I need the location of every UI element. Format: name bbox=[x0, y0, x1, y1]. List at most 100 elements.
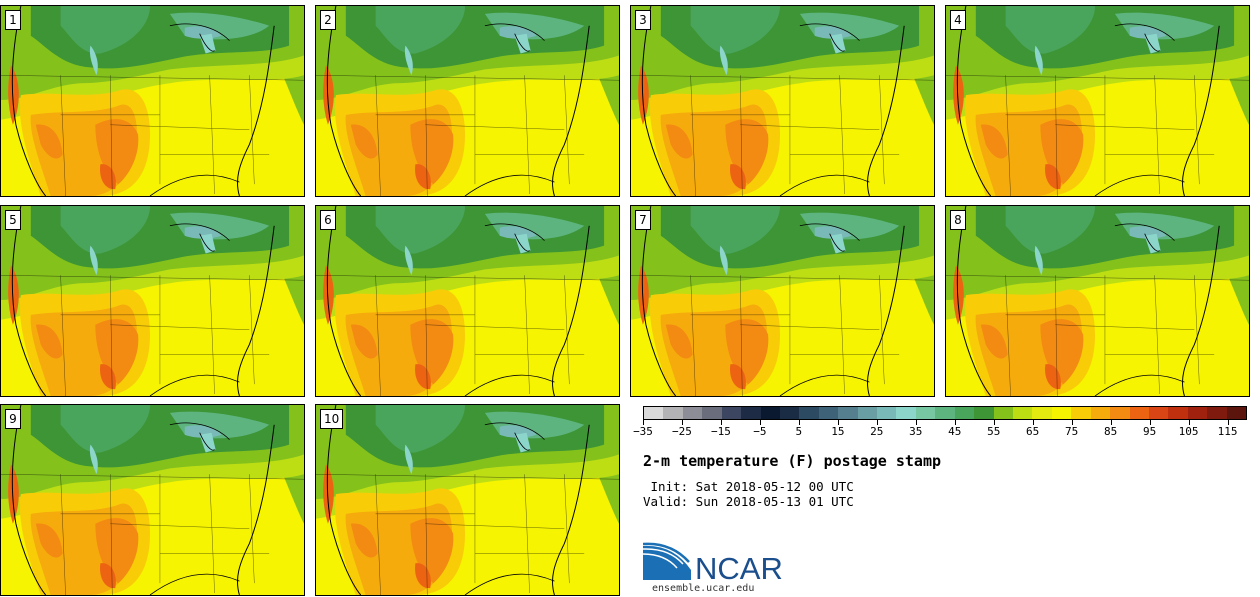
colorbar-tick-label: 5 bbox=[795, 425, 803, 438]
valid-time: Valid: Sun 2018-05-13 01 UTC bbox=[643, 494, 854, 509]
colorbar-segment bbox=[974, 407, 994, 419]
colorbar-segment bbox=[915, 407, 936, 419]
member-number-label: 3 bbox=[635, 10, 651, 30]
colorbar-tick bbox=[837, 420, 839, 425]
colorbar-segment bbox=[1013, 407, 1033, 419]
ncar-logo-text: NCAR bbox=[695, 551, 783, 582]
colorbar-tick-label: −5 bbox=[753, 425, 767, 438]
colorbar-segment bbox=[1090, 407, 1111, 419]
colorbar-tick bbox=[1227, 420, 1229, 425]
colorbar-segment bbox=[779, 407, 800, 419]
colorbar-tick bbox=[876, 420, 878, 425]
colorbar-segment bbox=[1226, 407, 1247, 419]
member-number-label: 6 bbox=[320, 210, 336, 230]
temperature-map-image bbox=[316, 6, 619, 196]
colorbar-segment bbox=[1051, 407, 1072, 419]
colorbar-tick-label: −25 bbox=[672, 425, 692, 438]
colorbar-tick bbox=[993, 420, 995, 425]
colorbar-tick-label: 85 bbox=[1103, 425, 1118, 438]
colorbar-tick-label: −15 bbox=[710, 425, 731, 438]
temperature-map-image bbox=[316, 405, 619, 595]
temperature-map-image bbox=[1, 405, 304, 595]
source-url: ensemble.ucar.edu bbox=[652, 583, 755, 594]
colorbar-segment bbox=[702, 407, 722, 419]
colorbar-segment bbox=[1032, 407, 1052, 419]
member-number-label: 4 bbox=[950, 10, 966, 30]
colorbar-segment bbox=[1148, 407, 1169, 419]
postage-stamp-map[interactable]: 3 bbox=[630, 5, 935, 197]
member-number-label: 8 bbox=[950, 210, 966, 230]
colorbar-segment bbox=[1207, 407, 1227, 419]
temperature-map-image bbox=[631, 6, 934, 196]
postage-stamp-map[interactable]: 9 bbox=[0, 404, 305, 596]
colorbar-segment bbox=[682, 407, 703, 419]
colorbar-segment bbox=[877, 407, 897, 419]
colorbar-segment bbox=[644, 407, 664, 419]
temperature-map-image bbox=[1, 206, 304, 396]
colorbar-tick-label: 105 bbox=[1178, 425, 1199, 438]
temperature-colorbar bbox=[643, 406, 1247, 420]
colorbar-tick-label: 65 bbox=[1026, 425, 1040, 438]
colorbar-segment bbox=[838, 407, 858, 419]
colorbar-tick bbox=[643, 420, 644, 425]
colorbar-segment bbox=[721, 407, 742, 419]
colorbar-tick-label: 115 bbox=[1217, 425, 1238, 438]
member-number-label: 5 bbox=[5, 210, 21, 230]
temperature-map-image bbox=[316, 206, 619, 396]
postage-stamp-map[interactable]: 7 bbox=[630, 205, 935, 397]
colorbar-segment bbox=[1071, 407, 1091, 419]
temperature-map-image bbox=[946, 206, 1249, 396]
colorbar-segment bbox=[1187, 407, 1208, 419]
colorbar-segment bbox=[935, 407, 955, 419]
member-number-label: 9 bbox=[5, 409, 21, 429]
colorbar-ticks: −35 −25 −15 −5 5 15 25 35 45 55 65 75 85 95 105 115 bbox=[633, 420, 1247, 444]
member-number-label: 10 bbox=[320, 409, 344, 429]
colorbar-segment bbox=[1168, 407, 1188, 419]
colorbar-tick bbox=[681, 420, 683, 425]
temperature-map-image bbox=[631, 206, 934, 396]
colorbar-tick-label: 95 bbox=[1142, 425, 1157, 438]
postage-stamp-map[interactable]: 6 bbox=[315, 205, 620, 397]
colorbar-segment bbox=[993, 407, 1014, 419]
colorbar-tick bbox=[915, 420, 917, 425]
init-time: Init: Sat 2018-05-12 00 UTC bbox=[643, 479, 854, 494]
temperature-map-image bbox=[946, 6, 1249, 196]
colorbar-tick-label: 45 bbox=[948, 425, 962, 438]
colorbar-segment bbox=[1110, 407, 1130, 419]
postage-stamp-map[interactable]: 2 bbox=[315, 5, 620, 197]
colorbar-tick bbox=[1032, 420, 1034, 425]
colorbar-segment bbox=[857, 407, 878, 419]
postage-stamp-map[interactable]: 10 bbox=[315, 404, 620, 596]
colorbar-tick-label: 15 bbox=[831, 425, 845, 438]
colorbar-tick bbox=[720, 420, 722, 425]
colorbar-segment bbox=[896, 407, 916, 419]
colorbar-segment bbox=[760, 407, 780, 419]
colorbar-tick bbox=[1149, 420, 1151, 425]
colorbar-segment bbox=[741, 407, 761, 419]
member-number-label: 2 bbox=[320, 10, 336, 30]
colorbar-tick bbox=[759, 420, 761, 425]
member-number-label: 1 bbox=[5, 10, 21, 30]
ncar-logo: NCAR bbox=[642, 540, 793, 586]
colorbar-tick bbox=[1188, 420, 1190, 425]
member-number-label: 7 bbox=[635, 210, 651, 230]
postage-stamp-map[interactable]: 1 bbox=[0, 5, 305, 197]
colorbar-tick bbox=[1110, 420, 1112, 425]
colorbar-tick-label: −35 bbox=[633, 425, 653, 438]
colorbar-segment bbox=[1129, 407, 1149, 419]
figure-title: 2-m temperature (F) postage stamp bbox=[643, 452, 942, 470]
postage-stamp-map[interactable]: 5 bbox=[0, 205, 305, 397]
postage-stamp-map[interactable]: 4 bbox=[945, 5, 1250, 197]
colorbar-tick bbox=[798, 420, 800, 425]
colorbar-tick-label: 55 bbox=[987, 425, 1001, 438]
colorbar-segment bbox=[799, 407, 819, 419]
temperature-map-image bbox=[1, 6, 304, 196]
colorbar-tick bbox=[1071, 420, 1073, 425]
colorbar-segment bbox=[818, 407, 839, 419]
colorbar-tick-label: 25 bbox=[870, 425, 884, 438]
postage-stamp-map[interactable]: 8 bbox=[945, 205, 1250, 397]
colorbar-segment bbox=[954, 407, 975, 419]
colorbar-segment bbox=[663, 407, 683, 419]
colorbar-tick-label: 35 bbox=[909, 425, 923, 438]
colorbar-tick bbox=[954, 420, 956, 425]
